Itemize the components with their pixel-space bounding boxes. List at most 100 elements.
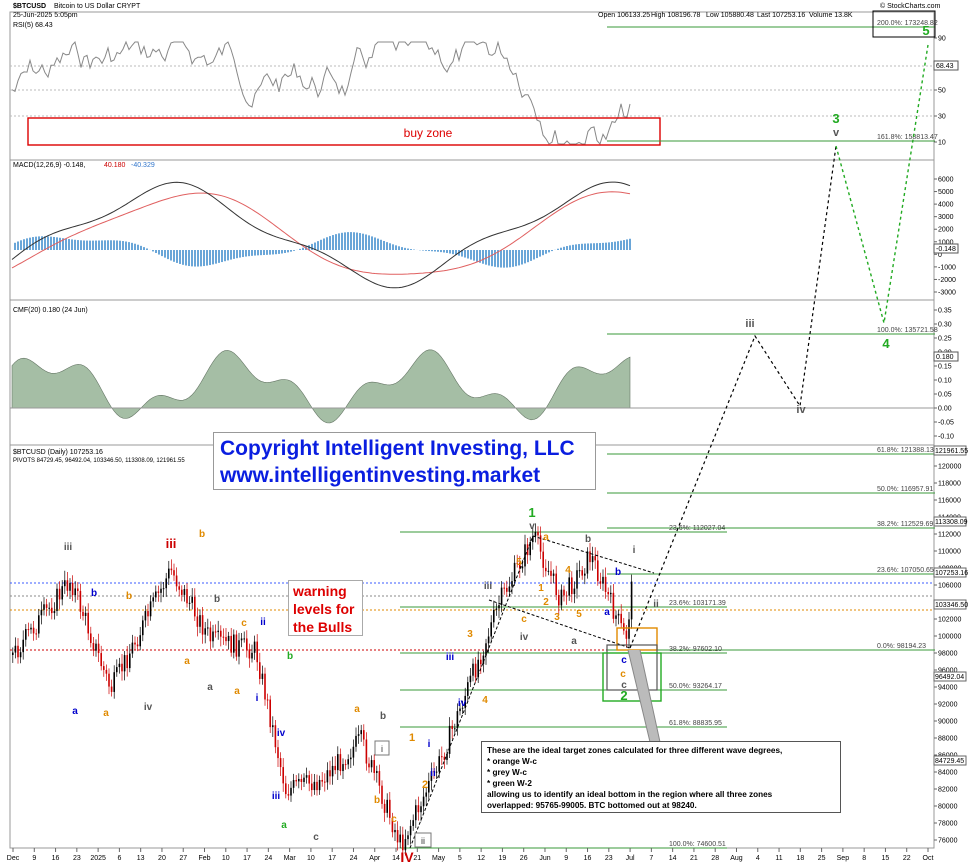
candle-body bbox=[516, 562, 518, 564]
macd-hist-bar bbox=[380, 239, 382, 250]
wave-label-34: 5 bbox=[516, 557, 522, 568]
candle-body bbox=[290, 787, 292, 796]
macd-signal-value: 40.180 bbox=[104, 162, 126, 169]
macd-hist-bar bbox=[353, 232, 355, 250]
macd-hist-bar bbox=[326, 237, 328, 250]
macd-hist-value: -40.329 bbox=[131, 162, 155, 169]
candle-body bbox=[292, 780, 295, 788]
wave-label-40: 1 bbox=[538, 583, 544, 594]
macd-hist-bar bbox=[473, 250, 475, 261]
macd-hist-bar bbox=[212, 250, 214, 265]
candle-body bbox=[558, 595, 560, 606]
price-tick-21: 78000 bbox=[938, 821, 958, 828]
price-tick-19: 82000 bbox=[938, 787, 958, 794]
cmf-panel bbox=[9, 299, 935, 446]
macd-hist-bar bbox=[260, 250, 262, 256]
macd-hist-bar bbox=[518, 250, 520, 266]
macd-ticks: 6000 5000 4000 3000 2000 1000 0 -1000 -2000 -3000 bbox=[934, 177, 956, 297]
macd-hist-bar bbox=[128, 242, 130, 250]
wave-label-37: 1 bbox=[528, 505, 535, 520]
candle-body bbox=[71, 582, 74, 596]
candle-body bbox=[584, 573, 586, 576]
macd-hist-bar bbox=[146, 248, 148, 250]
candle-body bbox=[287, 794, 290, 796]
macd-tick-5: 1000 bbox=[938, 239, 954, 246]
wave-label-14: i bbox=[256, 693, 259, 704]
candle-body bbox=[623, 623, 625, 631]
macd-hist-bar bbox=[422, 250, 424, 251]
macd-hist-bar bbox=[95, 240, 97, 250]
wave-label-25: 1 bbox=[409, 732, 415, 744]
macd-hist-bar bbox=[254, 250, 256, 256]
macd-hist-bar bbox=[494, 250, 496, 267]
candle-body bbox=[628, 619, 630, 639]
candle-body bbox=[238, 640, 240, 657]
macd-hist-bar bbox=[206, 250, 208, 266]
rsi-tick-0: 90 bbox=[938, 36, 946, 43]
wave-label-41: 2 bbox=[543, 597, 549, 608]
candle-body bbox=[139, 635, 141, 647]
candle-body bbox=[415, 805, 417, 821]
macd-hist-bar bbox=[569, 245, 571, 250]
candle-body bbox=[334, 765, 336, 771]
candle-body bbox=[417, 805, 420, 813]
cmf-tick-1: 0.30 bbox=[938, 322, 952, 329]
x-axis: Dec 9 16 23 2025 6 13 20 27 Feb 10 17 24 Mar 10 17 24 Apr… bbox=[7, 848, 933, 862]
x-tick-27: 16 bbox=[584, 855, 592, 862]
macd-hist-bar bbox=[53, 236, 55, 250]
macd-hist-bar bbox=[617, 241, 619, 250]
macd-hist-bar bbox=[35, 236, 37, 250]
candle-body bbox=[144, 611, 147, 621]
x-tick-30: 7 bbox=[649, 855, 653, 862]
x-tick-31: 14 bbox=[669, 855, 677, 862]
candle-body bbox=[615, 615, 617, 619]
wave-label-17: iii bbox=[272, 791, 281, 802]
candle-body bbox=[285, 783, 287, 795]
cmf-series bbox=[10, 349, 934, 424]
x-tick-34: Aug bbox=[730, 855, 743, 862]
macd-hist-bar bbox=[464, 250, 466, 258]
macd-tick-4: 2000 bbox=[938, 227, 954, 234]
wave-label-8: b bbox=[214, 594, 220, 605]
price-tag-box-5 bbox=[933, 755, 967, 766]
candle-body bbox=[152, 597, 154, 602]
macd-panel bbox=[9, 159, 935, 301]
wave-label-33: iii bbox=[484, 581, 493, 592]
candle-body bbox=[35, 633, 37, 635]
candle-body bbox=[191, 596, 193, 603]
macd-hist-bar bbox=[47, 236, 49, 250]
x-tick-35: 4 bbox=[756, 855, 760, 862]
macd-hist-bar bbox=[215, 250, 217, 264]
candle-body bbox=[363, 730, 365, 740]
macd-hist-bar bbox=[152, 250, 154, 252]
macd-hist-bar bbox=[620, 240, 622, 250]
macd-hist-bar bbox=[119, 240, 121, 250]
candle-body bbox=[365, 739, 368, 764]
candle-body bbox=[173, 570, 175, 576]
wave-label-3: b bbox=[126, 591, 132, 602]
x-tick-39: Sep bbox=[837, 855, 850, 862]
candle-body bbox=[604, 576, 607, 593]
macd-hist-bar bbox=[581, 243, 583, 250]
candle-body bbox=[90, 633, 92, 644]
macd-hist-bar bbox=[371, 236, 373, 250]
candle-body bbox=[282, 767, 284, 784]
candle-body bbox=[508, 586, 511, 592]
macd-hist-bar bbox=[599, 243, 601, 250]
projection-grey bbox=[629, 145, 837, 649]
wave-label-5: iv bbox=[144, 702, 153, 713]
macd-hist-bar bbox=[374, 237, 376, 250]
candle-body bbox=[233, 634, 235, 653]
wave-label-28: ii bbox=[430, 768, 436, 779]
macd-hist-bar bbox=[605, 242, 607, 250]
macd-hist-bar bbox=[230, 250, 232, 260]
candle-body bbox=[396, 829, 399, 843]
candle-body bbox=[82, 611, 84, 616]
rsi-tick-3: 30 bbox=[938, 114, 946, 121]
macd-hist-bar bbox=[107, 240, 109, 250]
candle-body bbox=[240, 638, 243, 641]
note-line6: overlapped: 95765-99005. BTC bottomed ou… bbox=[487, 801, 697, 810]
fib-lines: 200.0%: 173248.82 161.8%: 158813.47 100.0%… bbox=[400, 20, 938, 849]
candle-body bbox=[269, 699, 271, 728]
x-tick-23: 19 bbox=[499, 855, 507, 862]
